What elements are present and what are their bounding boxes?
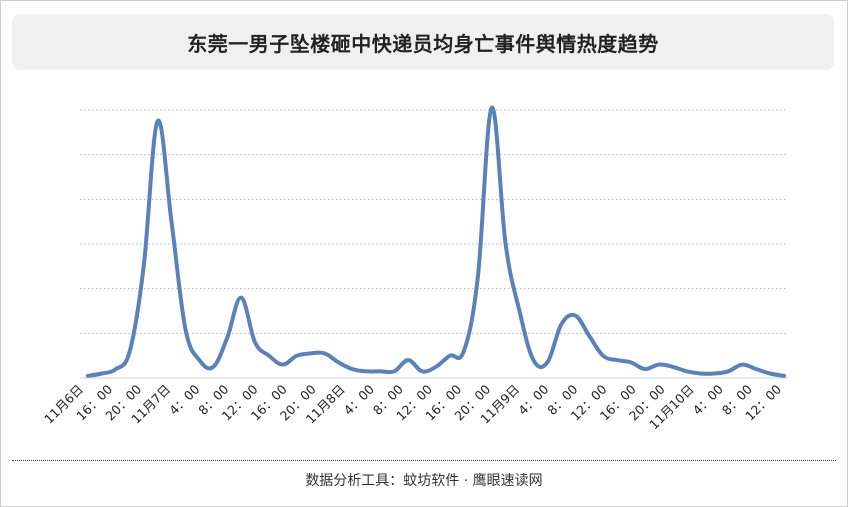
series-line [86,105,786,378]
x-tick-label-4: 4：00 [166,381,202,417]
footer-divider [12,460,836,461]
x-tick-label-16: 4：00 [515,381,551,417]
x-tick-label-22: 4：00 [690,381,726,417]
chart-title: 东莞一男子坠楼砸中快递员均身亡事件舆情热度趋势 [187,31,659,56]
title-box: 东莞一男子坠楼砸中快递员均身亡事件舆情热度趋势 [12,14,834,70]
x-tick-label-10: 4：00 [341,381,377,417]
footer-credit: 数据分析工具：蚊坊软件 · 鹰眼速读网 [305,473,543,489]
